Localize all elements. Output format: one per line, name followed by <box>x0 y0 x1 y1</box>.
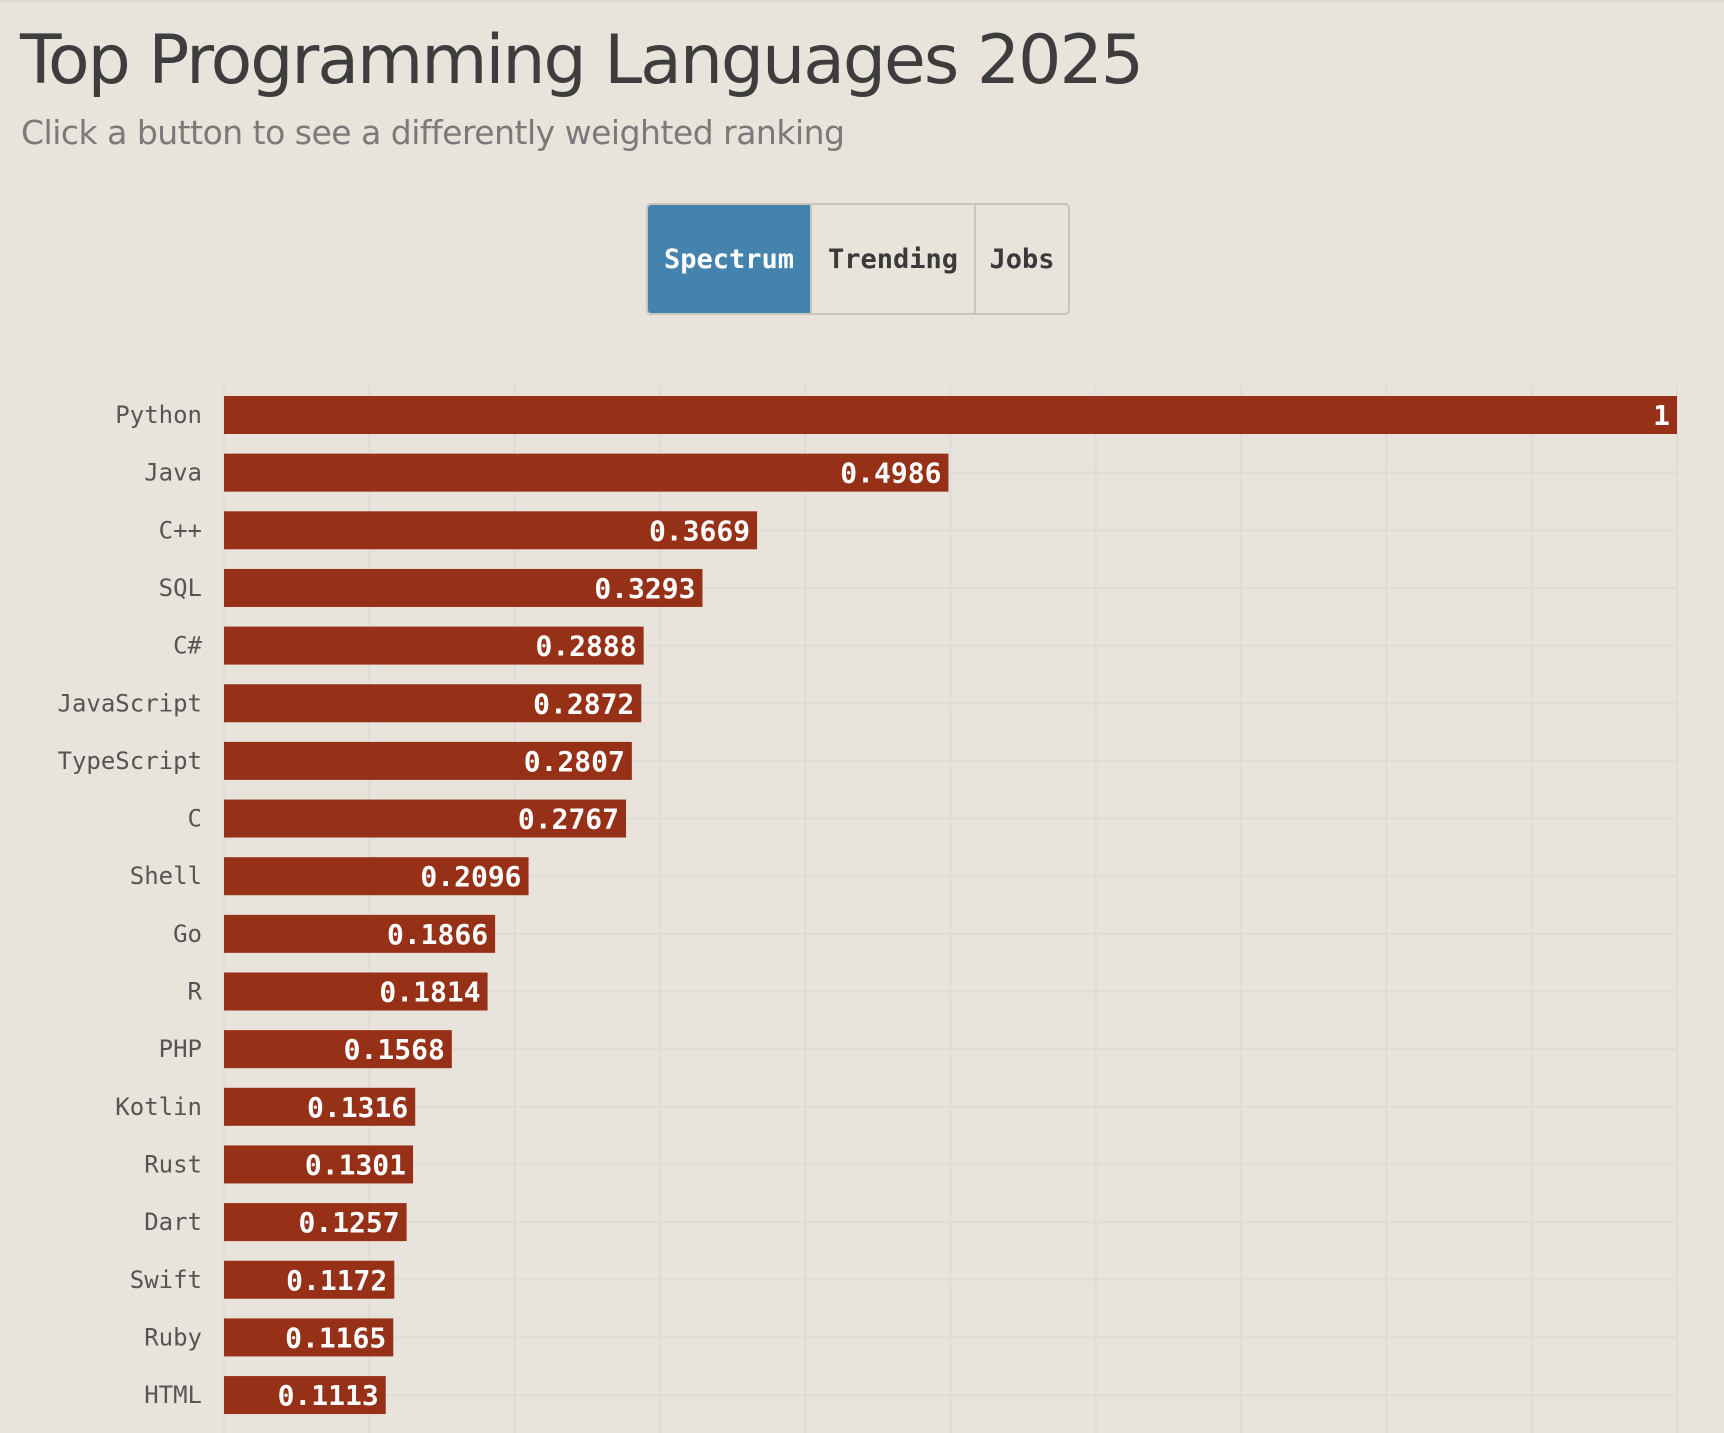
bar-typescript[interactable] <box>224 741 632 780</box>
category-label: Kotlin <box>115 1093 202 1121</box>
category-label: Java <box>144 459 202 487</box>
bar-c[interactable] <box>224 799 627 838</box>
category-label: HTML <box>144 1381 202 1409</box>
value-label: 0.1814 <box>379 976 480 1009</box>
value-label: 0.2807 <box>524 745 625 778</box>
value-label: 0.1257 <box>298 1206 399 1239</box>
value-label: 0.4986 <box>840 457 941 490</box>
category-label: C++ <box>159 516 202 544</box>
category-label: C <box>188 805 202 833</box>
value-label: 0.1113 <box>278 1379 379 1412</box>
value-label: 1 <box>1653 399 1670 432</box>
bar-sql[interactable] <box>224 568 703 607</box>
category-label: R <box>188 978 203 1006</box>
value-label: 0.1866 <box>387 918 488 951</box>
trending-button[interactable]: Trending <box>810 205 974 313</box>
bar-shell[interactable] <box>224 857 529 896</box>
value-label: 0.2767 <box>518 803 619 836</box>
category-label: JavaScript <box>58 689 203 717</box>
bar-html[interactable] <box>224 1376 386 1415</box>
category-label: Python <box>115 401 202 429</box>
category-label: Dart <box>144 1208 202 1236</box>
value-label: 0.3669 <box>649 514 750 547</box>
category-label: Go <box>173 920 202 948</box>
bars <box>224 396 1677 1415</box>
bar-dart[interactable] <box>224 1203 407 1242</box>
category-label: Ruby <box>144 1323 202 1351</box>
category-label: PHP <box>159 1035 202 1063</box>
bar-php[interactable] <box>224 1030 452 1069</box>
bar-c-[interactable] <box>224 626 644 665</box>
value-label: 0.1301 <box>305 1148 406 1181</box>
ranking-button-group: Spectrum Trending Jobs <box>646 203 1070 315</box>
value-label: 0.2888 <box>535 630 636 663</box>
value-label: 0.2096 <box>420 860 521 893</box>
category-label: Rust <box>144 1150 202 1178</box>
value-label: 0.1165 <box>285 1321 386 1354</box>
bar-r[interactable] <box>224 972 488 1011</box>
page-subtitle: Click a button to see a differently weig… <box>21 113 845 152</box>
bar-rust[interactable] <box>224 1145 414 1184</box>
category-label: Shell <box>130 862 202 890</box>
bar-c-[interactable] <box>224 511 758 550</box>
bar-swift[interactable] <box>224 1260 395 1299</box>
category-label: C# <box>173 632 202 660</box>
category-label: TypeScript <box>58 747 203 775</box>
category-label: SQL <box>159 574 202 602</box>
bar-java[interactable] <box>224 453 949 492</box>
jobs-button[interactable]: Jobs <box>974 205 1068 313</box>
value-label: 0.2872 <box>533 687 634 720</box>
bar-python[interactable] <box>224 396 1677 434</box>
bar-javascript[interactable] <box>224 684 642 723</box>
bar-ruby[interactable] <box>224 1318 394 1357</box>
bar-go[interactable] <box>224 914 496 953</box>
page-title: Top Programming Languages 2025 <box>20 21 1144 100</box>
bar-kotlin[interactable] <box>224 1087 416 1126</box>
value-label: 0.1316 <box>307 1091 408 1124</box>
category-label: Swift <box>130 1266 202 1294</box>
labels: Python 1 Java 0.4986 C++ 0.3669 SQL 0.3293 C# 0.2… <box>58 399 1671 1412</box>
value-label: 0.3293 <box>594 572 695 605</box>
bar-chart: Python 1 Java 0.4986 C++ 0.3669 SQL 0.3293 C# 0.2… <box>58 386 1678 1433</box>
spectrum-button[interactable]: Spectrum <box>648 205 810 313</box>
value-label: 0.1172 <box>286 1264 387 1297</box>
value-label: 0.1568 <box>344 1033 445 1066</box>
